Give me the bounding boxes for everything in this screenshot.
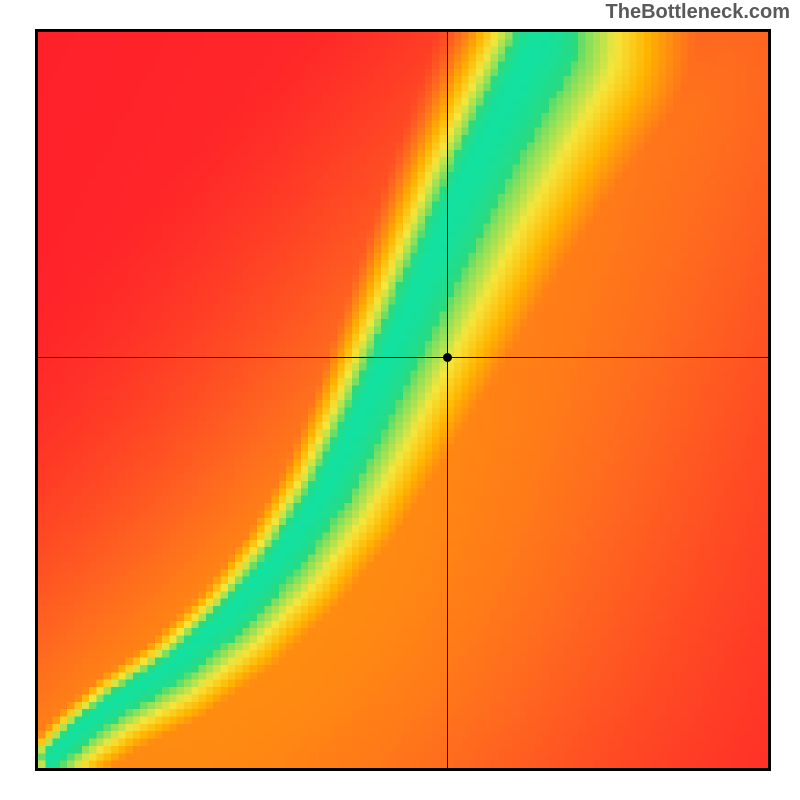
heatmap-plot bbox=[35, 29, 771, 771]
heatmap-canvas bbox=[38, 32, 768, 768]
watermark-text: TheBottleneck.com bbox=[606, 1, 790, 24]
